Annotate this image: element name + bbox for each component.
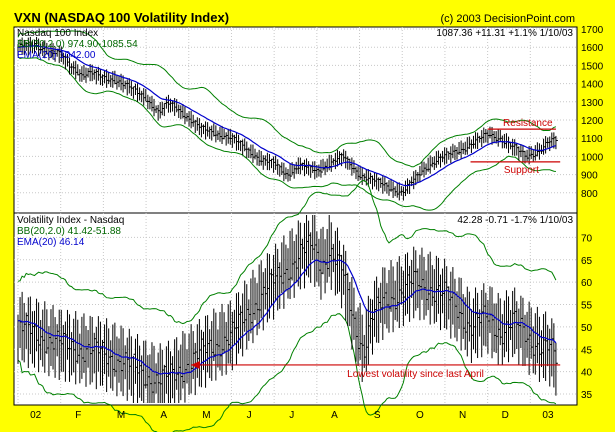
price-grid: [14, 27, 577, 213]
price-last-quote: 1087.36 +11.31 +1.1% 1/10/03: [436, 28, 573, 39]
price-y-axis: 800 900 1000 1100 1200 1300 1400 1500 1600 1700: [581, 25, 604, 200]
copyright-notice: (c) 2003 DecisionPoint.com: [440, 13, 575, 25]
x-tick-label: J: [289, 410, 294, 421]
volatility-y-tick-label: 40: [581, 368, 593, 379]
volatility-y-tick-label: 55: [581, 301, 593, 312]
volatility-y-axis: 35 40 45 50 55 60 65 70: [581, 233, 593, 401]
price-y-tick-label: 1700: [581, 25, 604, 36]
volatility-y-tick-label: 35: [581, 390, 593, 401]
price-plot: Resistance Support: [17, 30, 561, 211]
volatility-y-tick-label: 70: [581, 233, 593, 244]
annotation-label: Support: [504, 165, 539, 176]
volatility-plot: Lowest volatility since last April: [17, 179, 561, 432]
price-legend-bollinger: BB(20,2.0) 974.90-1085.54: [17, 39, 138, 50]
price-y-tick-label: 1200: [581, 116, 604, 127]
volatility-y-tick-label: 60: [581, 278, 593, 289]
price-bollinger-lower: [17, 56, 556, 211]
x-tick-label: A: [331, 410, 338, 421]
x-tick-label: S: [374, 410, 381, 421]
x-axis: 02 F M A M J J A S O N D 03: [30, 410, 554, 421]
x-tick-label: 03: [542, 410, 554, 421]
volatility-bollinger-lower: [17, 313, 557, 432]
price-legend-series: Nasdaq 100 Index: [17, 28, 98, 39]
volatility-legend-series: Volatility Index - Nasdaq: [17, 215, 124, 226]
price-panel: Resistance Support 800 900 1000 1100 1200 1300…: [13, 25, 604, 214]
price-legend-ema: EMA(20) 1042.00: [17, 50, 96, 61]
price-y-tick-label: 1500: [581, 61, 604, 72]
x-tick-label: J: [247, 410, 252, 421]
price-bollinger-upper: [17, 30, 557, 168]
x-tick-label: M: [202, 410, 210, 421]
annotation-label: Resistance: [503, 118, 553, 129]
price-y-tick-label: 900: [581, 171, 598, 182]
x-tick-label: O: [416, 410, 424, 421]
annotation-arrowhead: [190, 360, 200, 369]
volatility-ema-line: [17, 259, 557, 375]
annotation-label: Lowest volatility since last April: [347, 369, 484, 380]
price-y-tick-label: 1300: [581, 98, 604, 109]
volatility-panel-frame: [13, 212, 578, 406]
price-y-tick-label: 1400: [581, 80, 604, 91]
price-y-tick-label: 800: [581, 189, 598, 200]
price-y-tick-label: 1600: [581, 43, 604, 54]
price-ema-line: [17, 45, 557, 187]
chart-title: VXN (NASDAQ 100 Volatility Index): [14, 10, 229, 25]
x-tick-label: N: [459, 410, 466, 421]
price-y-tick-label: 1100: [581, 134, 603, 145]
volatility-bollinger-upper: [17, 179, 557, 325]
volatility-y-tick-label: 50: [581, 323, 593, 334]
volatility-legend-bollinger: BB(20,2.0) 41.42-51.88: [17, 226, 121, 237]
x-tick-label: M: [117, 410, 125, 421]
x-tick-label: A: [160, 410, 167, 421]
volatility-y-tick-label: 65: [581, 256, 593, 267]
volatility-legend-ema: EMA(20) 46.14: [17, 237, 85, 248]
price-y-tick-label: 1000: [581, 152, 604, 163]
x-tick-label: D: [502, 410, 509, 421]
volatility-panel: Lowest volatility since last April 35 40 4…: [13, 179, 593, 432]
volatility-last-quote: 42.28 -0.71 -1.7% 1/10/03: [457, 215, 573, 226]
x-tick-label: 02: [30, 410, 42, 421]
x-tick-label: F: [75, 410, 81, 421]
volatility-y-tick-label: 45: [581, 345, 593, 356]
